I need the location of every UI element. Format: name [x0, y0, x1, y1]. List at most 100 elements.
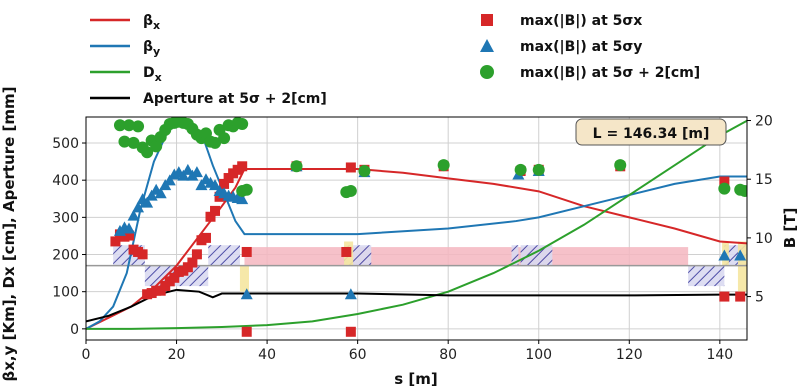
marker-square — [345, 162, 356, 173]
marker-triangle — [145, 189, 158, 201]
marker-triangle — [240, 288, 253, 300]
x-tick-label: 60 — [349, 347, 367, 363]
left-y-axis-label: βx,y [Km], Dx [cm], Aperture [mm] — [0, 86, 18, 381]
marker-circle — [118, 135, 131, 148]
marker-square — [345, 326, 356, 337]
marker-circle — [141, 146, 154, 159]
legend-marker-triangle — [480, 39, 494, 52]
legend-label: max(|B|) at 5σy — [520, 39, 642, 55]
marker-square — [187, 257, 198, 268]
right-y-axis-label: B [T] — [781, 208, 799, 249]
left-y-tick-label: 0 — [70, 322, 79, 338]
band-yellow — [737, 241, 747, 292]
marker-triangle — [132, 201, 145, 213]
marker-triangle — [177, 169, 190, 181]
legend-label: Aperture at 5σ + 2[cm] — [143, 91, 327, 107]
marker-circle — [218, 132, 231, 145]
marker-circle — [236, 118, 249, 131]
band-hatch — [511, 245, 519, 266]
marker-triangle — [718, 249, 731, 261]
band-pink — [244, 247, 689, 266]
marker-square — [124, 230, 135, 241]
grid — [85, 117, 747, 340]
legend-label: βy — [143, 39, 160, 58]
marker-square — [169, 272, 180, 283]
marker-square — [137, 249, 148, 260]
x-tick-label: 40 — [258, 347, 276, 363]
marker-triangle — [141, 196, 154, 208]
marker-square — [719, 291, 730, 302]
x-axis-label: s [m] — [394, 370, 438, 388]
marker-triangle — [154, 187, 167, 199]
marker-triangle — [209, 179, 222, 191]
marker-circle — [514, 163, 527, 176]
right-y-tick-label: 15 — [755, 172, 773, 188]
left-y-tick-label: 500 — [52, 136, 79, 152]
left-y-tick-label: 400 — [52, 173, 79, 189]
series-line — [86, 168, 747, 330]
marker-circle — [344, 184, 357, 197]
marker-square — [237, 161, 248, 172]
x-tick-label: 0 — [82, 347, 91, 363]
marker-circle — [614, 159, 627, 172]
marker-triangle — [734, 249, 747, 261]
marker-triangle — [123, 222, 136, 234]
band-hatch — [520, 245, 553, 266]
band-hatch — [208, 245, 240, 266]
marker-square — [241, 246, 252, 257]
left-y-tick-label: 300 — [52, 210, 79, 226]
series-line — [86, 288, 747, 323]
legend-label: βx — [143, 13, 160, 32]
marker-circle — [290, 160, 303, 173]
marker-circle — [150, 140, 163, 153]
band-yellow — [239, 265, 249, 292]
marker-triangle — [195, 179, 208, 191]
marker-circle — [532, 163, 545, 176]
length-annotation: L = 146.34 [m] — [575, 118, 727, 146]
marker-circle — [240, 183, 253, 196]
right-y-tick-label: 5 — [755, 290, 764, 306]
marker-circle — [718, 182, 731, 195]
marker-square — [210, 205, 221, 216]
right-y-tick-label: 20 — [755, 114, 773, 130]
x-tick-label: 140 — [706, 347, 733, 363]
length-annotation-box — [575, 118, 727, 146]
series-markers — [110, 117, 747, 337]
marker-circle — [113, 119, 126, 132]
legend-marker-square — [481, 14, 493, 26]
legend-label: Dx — [143, 65, 162, 84]
marker-circle — [132, 120, 145, 133]
marker-square — [110, 236, 121, 247]
marker-triangle — [344, 288, 357, 300]
right-y-tick-label: 10 — [755, 231, 773, 247]
marker-square — [191, 249, 202, 260]
left-y-tick-label: 100 — [52, 285, 79, 301]
marker-square — [241, 326, 252, 337]
marker-square — [205, 211, 216, 222]
x-tick-label: 80 — [439, 347, 457, 363]
plot-frame — [85, 116, 748, 341]
x-tick-label: 120 — [616, 347, 643, 363]
x-tick-label: 100 — [525, 347, 552, 363]
marker-triangle — [181, 163, 194, 175]
marker-square — [219, 178, 230, 189]
marker-circle — [358, 164, 371, 177]
plot-background — [86, 117, 747, 340]
marker-circle — [738, 184, 747, 197]
marker-square — [200, 232, 211, 243]
band-hatch — [353, 245, 372, 266]
length-annotation-text: L = 146.34 [m] — [593, 126, 710, 142]
legend: βx βy Dx Aperture at 5σ + 2[cm] max(|B|) at … — [90, 13, 700, 107]
marker-triangle — [163, 174, 176, 186]
band-hatch — [688, 265, 725, 287]
x-tick-label: 20 — [168, 347, 186, 363]
marker-square — [719, 176, 730, 187]
legend-label: max(|B|) at 5σx — [520, 13, 642, 29]
marker-circle — [437, 159, 450, 172]
marker-triangle — [190, 166, 203, 178]
marker-triangle — [127, 209, 140, 221]
legend-label: max(|B|) at 5σ + 2[cm] — [520, 65, 700, 81]
marker-square — [735, 291, 746, 302]
